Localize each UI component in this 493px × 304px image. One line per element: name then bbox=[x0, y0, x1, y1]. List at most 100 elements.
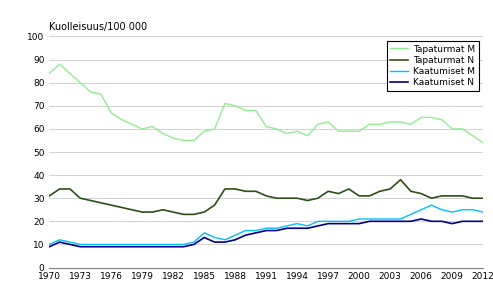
Tapaturmat M bbox=[140, 127, 145, 131]
Tapaturmat M bbox=[305, 134, 311, 138]
Kaatumiset M bbox=[46, 243, 52, 246]
Tapaturmat M bbox=[211, 127, 217, 131]
Tapaturmat N bbox=[408, 189, 414, 193]
Tapaturmat N bbox=[57, 187, 63, 191]
Kaatumiset M bbox=[459, 208, 465, 212]
Kaatumiset N bbox=[140, 245, 145, 249]
Kaatumiset M bbox=[428, 203, 434, 207]
Kaatumiset N bbox=[119, 245, 125, 249]
Tapaturmat N bbox=[232, 187, 238, 191]
Tapaturmat M bbox=[294, 130, 300, 133]
Tapaturmat M bbox=[356, 130, 362, 133]
Kaatumiset N bbox=[150, 245, 156, 249]
Tapaturmat M bbox=[201, 130, 207, 133]
Tapaturmat M bbox=[191, 139, 197, 142]
Tapaturmat M bbox=[46, 72, 52, 75]
Kaatumiset M bbox=[67, 240, 73, 244]
Kaatumiset M bbox=[232, 233, 238, 237]
Tapaturmat M bbox=[480, 141, 486, 145]
Tapaturmat M bbox=[397, 120, 403, 124]
Tapaturmat N bbox=[140, 210, 145, 214]
Tapaturmat M bbox=[160, 132, 166, 135]
Tapaturmat N bbox=[459, 194, 465, 198]
Kaatumiset M bbox=[170, 243, 176, 246]
Kaatumiset M bbox=[253, 229, 259, 232]
Tapaturmat N bbox=[108, 203, 114, 207]
Kaatumiset M bbox=[119, 243, 125, 246]
Tapaturmat N bbox=[243, 189, 248, 193]
Tapaturmat M bbox=[377, 123, 383, 126]
Tapaturmat N bbox=[346, 187, 352, 191]
Kaatumiset M bbox=[397, 217, 403, 221]
Kaatumiset M bbox=[263, 226, 269, 230]
Tapaturmat N bbox=[150, 210, 156, 214]
Kaatumiset M bbox=[325, 219, 331, 223]
Kaatumiset N bbox=[180, 245, 186, 249]
Kaatumiset M bbox=[77, 243, 83, 246]
Kaatumiset N bbox=[77, 245, 83, 249]
Tapaturmat N bbox=[336, 192, 342, 195]
Kaatumiset M bbox=[284, 224, 290, 228]
Tapaturmat N bbox=[77, 196, 83, 200]
Kaatumiset N bbox=[191, 243, 197, 246]
Tapaturmat N bbox=[418, 192, 424, 195]
Tapaturmat M bbox=[170, 136, 176, 140]
Kaatumiset M bbox=[418, 208, 424, 212]
Kaatumiset M bbox=[470, 208, 476, 212]
Kaatumiset M bbox=[180, 243, 186, 246]
Tapaturmat M bbox=[439, 118, 445, 122]
Tapaturmat M bbox=[150, 125, 156, 128]
Kaatumiset M bbox=[150, 243, 156, 246]
Kaatumiset M bbox=[98, 243, 104, 246]
Tapaturmat N bbox=[480, 196, 486, 200]
Kaatumiset M bbox=[439, 208, 445, 212]
Tapaturmat N bbox=[428, 196, 434, 200]
Legend: Tapaturmat M, Tapaturmat N, Kaatumiset M, Kaatumiset N: Tapaturmat M, Tapaturmat N, Kaatumiset M… bbox=[387, 41, 479, 91]
Kaatumiset N bbox=[367, 219, 373, 223]
Kaatumiset N bbox=[428, 219, 434, 223]
Kaatumiset N bbox=[88, 245, 94, 249]
Kaatumiset M bbox=[129, 243, 135, 246]
Tapaturmat M bbox=[108, 111, 114, 115]
Tapaturmat M bbox=[470, 134, 476, 138]
Kaatumiset N bbox=[387, 219, 393, 223]
Tapaturmat N bbox=[211, 203, 217, 207]
Kaatumiset M bbox=[243, 229, 248, 232]
Tapaturmat M bbox=[336, 130, 342, 133]
Tapaturmat M bbox=[459, 127, 465, 131]
Kaatumiset N bbox=[408, 219, 414, 223]
Kaatumiset M bbox=[305, 224, 311, 228]
Kaatumiset N bbox=[418, 217, 424, 221]
Tapaturmat M bbox=[243, 109, 248, 112]
Kaatumiset M bbox=[191, 240, 197, 244]
Kaatumiset N bbox=[222, 240, 228, 244]
Tapaturmat M bbox=[57, 62, 63, 66]
Kaatumiset M bbox=[211, 236, 217, 239]
Kaatumiset N bbox=[336, 222, 342, 226]
Kaatumiset M bbox=[57, 238, 63, 242]
Tapaturmat N bbox=[325, 189, 331, 193]
Kaatumiset N bbox=[211, 240, 217, 244]
Tapaturmat N bbox=[387, 187, 393, 191]
Kaatumiset N bbox=[67, 243, 73, 246]
Tapaturmat N bbox=[367, 194, 373, 198]
Kaatumiset N bbox=[57, 240, 63, 244]
Kaatumiset M bbox=[346, 219, 352, 223]
Kaatumiset M bbox=[356, 217, 362, 221]
Kaatumiset N bbox=[253, 231, 259, 235]
Kaatumiset N bbox=[98, 245, 104, 249]
Line: Tapaturmat N: Tapaturmat N bbox=[49, 180, 483, 214]
Line: Kaatumiset M: Kaatumiset M bbox=[49, 205, 483, 244]
Tapaturmat M bbox=[232, 104, 238, 108]
Tapaturmat N bbox=[98, 201, 104, 205]
Tapaturmat N bbox=[315, 196, 321, 200]
Kaatumiset N bbox=[294, 226, 300, 230]
Line: Tapaturmat M: Tapaturmat M bbox=[49, 64, 483, 143]
Kaatumiset M bbox=[377, 217, 383, 221]
Kaatumiset N bbox=[201, 236, 207, 239]
Kaatumiset N bbox=[263, 229, 269, 232]
Kaatumiset M bbox=[294, 222, 300, 226]
Kaatumiset N bbox=[459, 219, 465, 223]
Kaatumiset N bbox=[232, 238, 238, 242]
Kaatumiset M bbox=[140, 243, 145, 246]
